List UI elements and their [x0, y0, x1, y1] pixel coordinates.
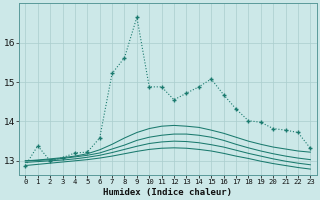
X-axis label: Humidex (Indice chaleur): Humidex (Indice chaleur) [103, 188, 232, 197]
